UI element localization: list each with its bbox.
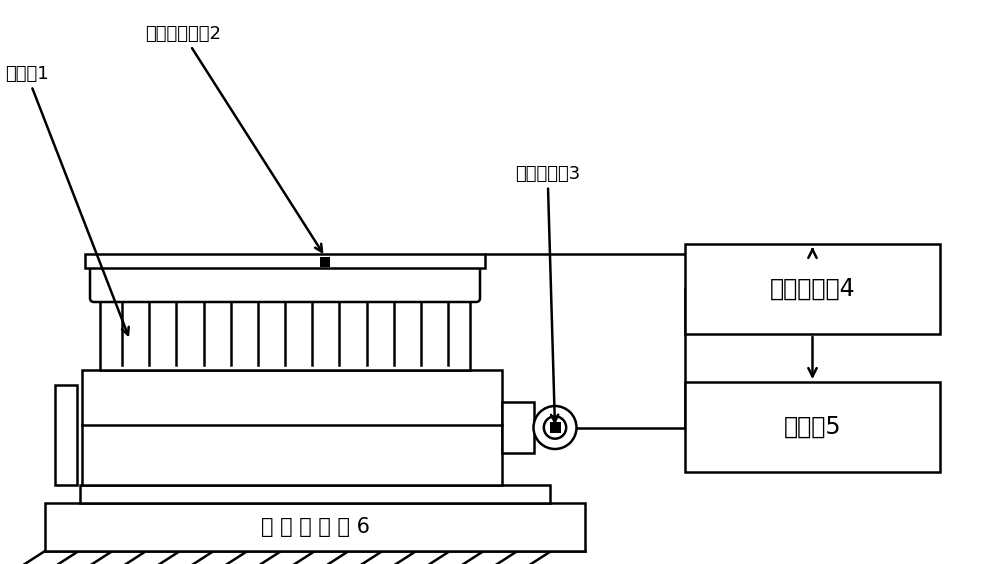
Text: 柴油机1: 柴油机1	[5, 65, 129, 335]
Circle shape	[534, 406, 577, 449]
Circle shape	[544, 416, 566, 439]
Text: 脉冲传感器3: 脉冲传感器3	[515, 165, 580, 422]
Bar	[502, 402, 534, 453]
Bar	[80, 485, 550, 503]
Bar	[45, 503, 585, 551]
Text: 加速度传感器2: 加速度传感器2	[145, 25, 322, 252]
Bar	[85, 253, 485, 268]
Bar	[55, 385, 77, 485]
Bar	[685, 382, 940, 472]
Bar	[550, 422, 561, 433]
Text: 计算机5: 计算机5	[784, 415, 841, 439]
FancyBboxPatch shape	[90, 264, 480, 302]
Text: 试 验 台 基 座 6: 试 验 台 基 座 6	[261, 517, 370, 537]
Bar	[100, 298, 470, 370]
Bar	[320, 257, 330, 267]
Text: 数据采集卡4: 数据采集卡4	[770, 277, 855, 301]
Bar	[82, 370, 502, 485]
Bar	[685, 244, 940, 334]
